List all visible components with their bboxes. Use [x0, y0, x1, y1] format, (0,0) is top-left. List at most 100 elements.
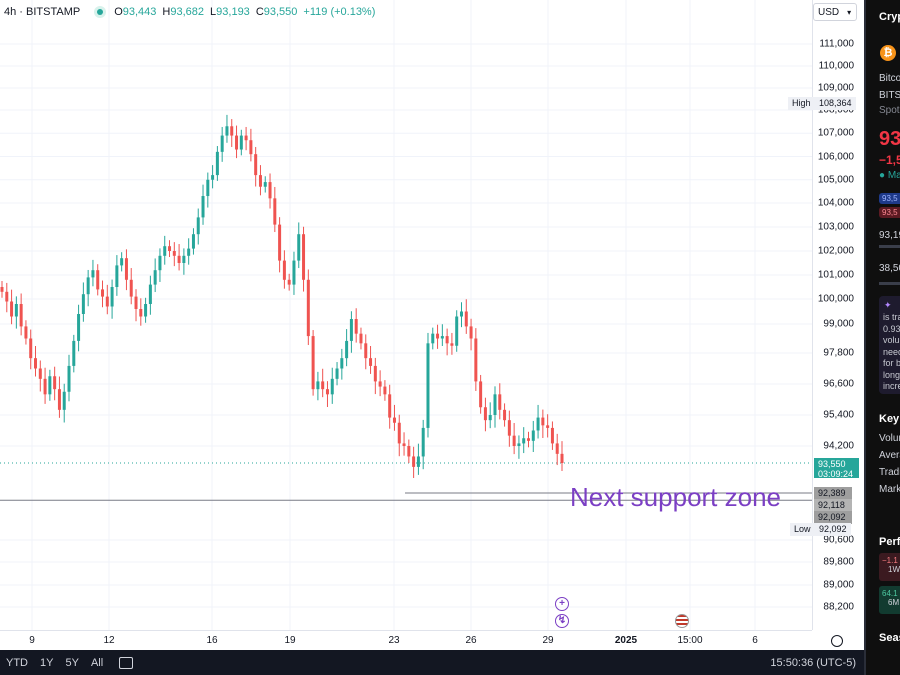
candle-body[interactable] — [196, 217, 200, 235]
candle-body[interactable] — [392, 417, 396, 423]
candle-body[interactable] — [24, 326, 28, 339]
candle-body[interactable] — [507, 420, 511, 436]
candle-body[interactable] — [440, 336, 444, 339]
coin-name[interactable]: Bitcoi — [879, 73, 900, 84]
candle-body[interactable] — [316, 381, 320, 390]
candle-body[interactable] — [38, 368, 42, 379]
candle-body[interactable] — [498, 394, 502, 410]
candle-body[interactable] — [483, 407, 487, 421]
candle-body[interactable] — [431, 333, 435, 344]
candle-body[interactable] — [43, 378, 47, 395]
candle-body[interactable] — [101, 289, 105, 297]
candle-body[interactable] — [541, 417, 545, 426]
candle-body[interactable] — [258, 175, 262, 187]
candle-body[interactable] — [349, 319, 353, 341]
calendar-range-icon[interactable] — [119, 656, 134, 669]
candle-body[interactable] — [172, 251, 176, 256]
candle-body[interactable] — [335, 368, 339, 379]
candle-body[interactable] — [340, 358, 344, 369]
symbol-title[interactable]: 4h · BITSTAMP — [4, 6, 81, 18]
candle-body[interactable] — [359, 333, 363, 344]
candle-body[interactable] — [388, 394, 392, 418]
candle-body[interactable] — [455, 316, 459, 346]
candle-body[interactable] — [436, 333, 440, 339]
candle-body[interactable] — [191, 234, 195, 249]
range-ytd[interactable]: YTD — [6, 656, 28, 669]
candle-body[interactable] — [555, 443, 559, 454]
candle-body[interactable] — [249, 140, 253, 155]
lightning-event-icon[interactable]: ↯ — [555, 614, 569, 628]
candle-body[interactable] — [86, 277, 90, 295]
candle-body[interactable] — [29, 338, 33, 359]
candle-body[interactable] — [105, 296, 109, 307]
candle-body[interactable] — [211, 175, 215, 180]
candle-body[interactable] — [407, 446, 411, 457]
candle-body[interactable] — [297, 234, 301, 261]
candle-body[interactable] — [421, 427, 425, 457]
candle-body[interactable] — [254, 154, 258, 176]
candle-body[interactable] — [512, 435, 516, 446]
time-axis[interactable]: 9 12 16 19 23 26 29 2025 15:00 6 — [0, 630, 812, 650]
candle-body[interactable] — [225, 126, 229, 136]
support-annotation[interactable]: Next support zone — [570, 482, 782, 512]
candle-body[interactable] — [493, 394, 497, 415]
candle-body[interactable] — [378, 381, 382, 387]
candle-body[interactable] — [321, 381, 325, 390]
candle-body[interactable] — [445, 336, 449, 344]
candle-body[interactable] — [120, 258, 124, 266]
clock[interactable]: 15:50:36 (UTC-5) — [770, 656, 856, 669]
candle-body[interactable] — [354, 319, 358, 334]
candle-body[interactable] — [536, 417, 540, 431]
candle-body[interactable] — [426, 343, 430, 428]
price-chart[interactable] — [0, 0, 812, 630]
candle-body[interactable] — [206, 179, 210, 197]
candle-body[interactable] — [67, 365, 71, 392]
candle-body[interactable] — [479, 381, 483, 408]
candle-body[interactable] — [91, 270, 95, 278]
candle-body[interactable] — [134, 296, 138, 309]
candle-body[interactable] — [48, 376, 52, 395]
bid-pill[interactable]: 93,5 — [879, 193, 900, 204]
candle-body[interactable] — [311, 336, 315, 390]
candle-body[interactable] — [560, 453, 564, 463]
candle-body[interactable] — [306, 279, 310, 337]
candle-body[interactable] — [96, 270, 100, 290]
candle-body[interactable] — [235, 135, 239, 150]
candle-body[interactable] — [5, 291, 9, 302]
range-all[interactable]: All — [90, 656, 104, 669]
candle-body[interactable] — [517, 443, 521, 446]
perf-6m[interactable]: 64.1 6M — [879, 586, 900, 614]
candlestick-chart[interactable] — [0, 0, 812, 630]
candle-body[interactable] — [364, 343, 368, 359]
candle-body[interactable] — [526, 438, 530, 441]
candle-body[interactable] — [345, 340, 349, 359]
candle-body[interactable] — [416, 456, 420, 467]
candle-body[interactable] — [124, 258, 128, 280]
candle-body[interactable] — [550, 427, 554, 444]
candle-body[interactable] — [488, 415, 492, 421]
candle-body[interactable] — [201, 196, 205, 218]
price-axis[interactable]: 111,000 110,000 109,000 108,000 107,000 106,0… — [812, 0, 864, 630]
candle-body[interactable] — [57, 389, 61, 410]
gear-icon[interactable] — [831, 635, 843, 647]
perf-1w[interactable]: −1.1 1W — [879, 553, 900, 581]
us-flag-icon[interactable] — [675, 614, 689, 628]
plus-event-icon[interactable]: + — [555, 597, 569, 611]
candle-body[interactable] — [503, 409, 507, 421]
candle-body[interactable] — [14, 304, 18, 317]
candle-body[interactable] — [459, 311, 463, 317]
candle-body[interactable] — [19, 304, 23, 327]
candle-body[interactable] — [268, 182, 272, 199]
candle-body[interactable] — [292, 260, 296, 285]
candle-body[interactable] — [115, 265, 119, 287]
candle-body[interactable] — [546, 425, 550, 428]
candle-body[interactable] — [62, 391, 66, 410]
candle-body[interactable] — [34, 358, 38, 369]
candle-body[interactable] — [153, 270, 157, 285]
candle-body[interactable] — [397, 422, 401, 444]
candle-body[interactable] — [10, 301, 14, 317]
currency-selector[interactable]: USD ▾ — [813, 3, 857, 21]
candle-body[interactable] — [168, 246, 172, 251]
candle-body[interactable] — [158, 255, 162, 271]
candle-body[interactable] — [412, 456, 416, 467]
